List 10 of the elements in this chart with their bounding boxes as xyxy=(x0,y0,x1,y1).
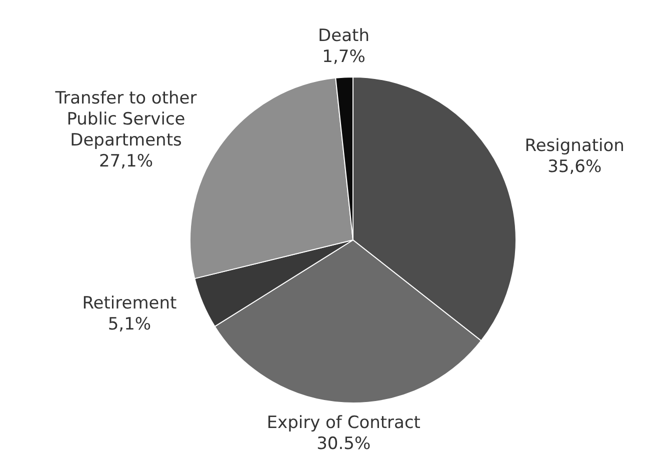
slice-label: Death xyxy=(318,26,370,46)
data-label: 27,1% xyxy=(98,152,153,172)
data-label: 1,7% xyxy=(322,47,366,68)
slice-label: Retirement xyxy=(82,294,177,314)
slice-label: Resignation xyxy=(524,136,624,156)
data-label: 30.5% xyxy=(316,434,371,454)
slice-label: Transfer to other Public Service Departments xyxy=(54,88,197,151)
data-label: 35,6% xyxy=(548,157,602,178)
slice-label: Expiry of Contract xyxy=(266,412,421,433)
data-label: 5,1% xyxy=(108,314,152,335)
